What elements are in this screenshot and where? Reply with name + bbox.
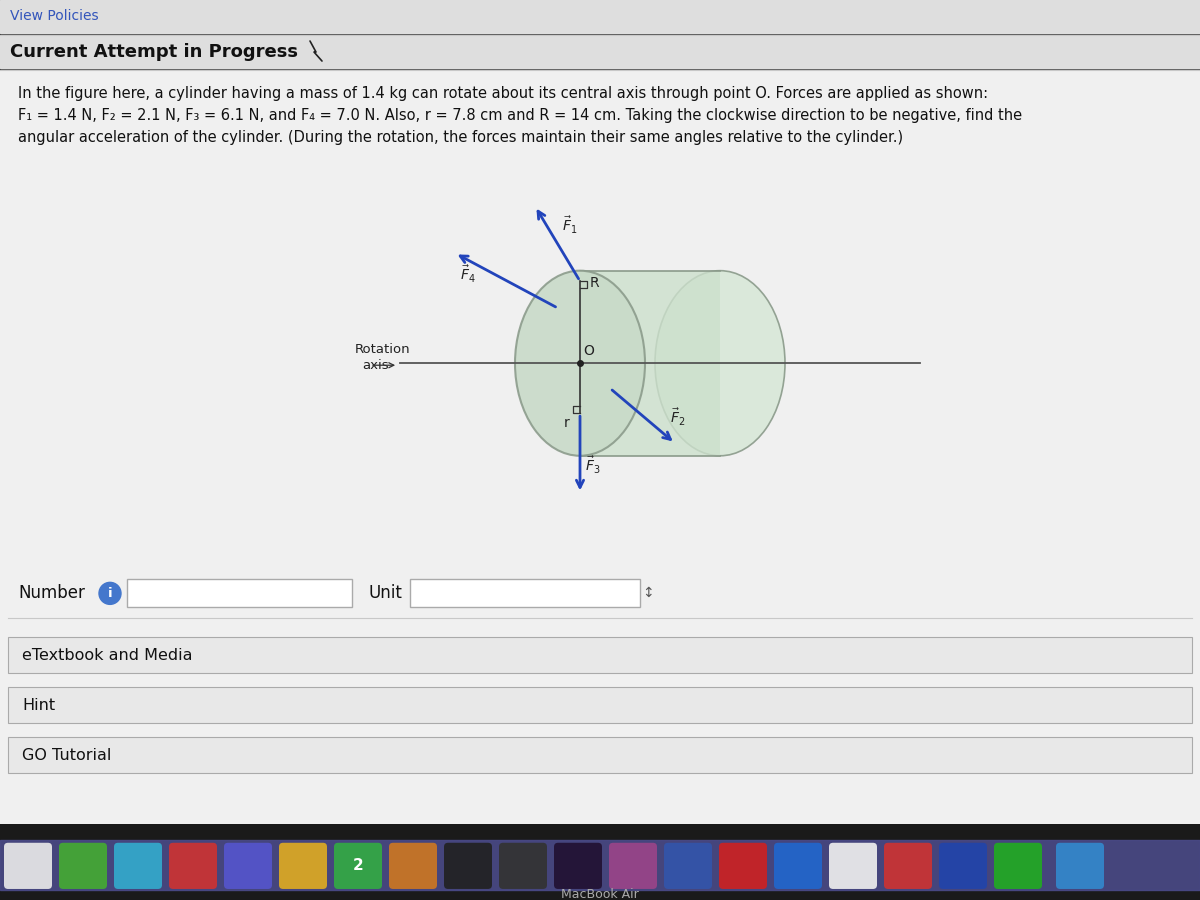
Polygon shape [580, 271, 720, 455]
Bar [0, 0, 1200, 33]
Text: axis: axis [362, 359, 389, 372]
Text: Hint: Hint [22, 698, 55, 713]
FancyBboxPatch shape [499, 842, 547, 889]
Bar [127, 580, 352, 608]
Text: eTextbook and Media: eTextbook and Media [22, 648, 192, 663]
Ellipse shape [515, 271, 646, 455]
FancyBboxPatch shape [1056, 842, 1104, 889]
Text: MacBook Air: MacBook Air [562, 888, 638, 900]
Bar [0, 35, 1200, 68]
FancyBboxPatch shape [664, 842, 712, 889]
FancyBboxPatch shape [994, 842, 1042, 889]
FancyBboxPatch shape [610, 842, 658, 889]
FancyBboxPatch shape [774, 842, 822, 889]
Text: In the figure here, a cylinder having a mass of 1.4 kg can rotate about its cent: In the figure here, a cylinder having a … [18, 86, 988, 101]
FancyBboxPatch shape [114, 842, 162, 889]
Bar [410, 580, 640, 608]
Text: F₁ = 1.4 N, F₂ = 2.1 N, F₃ = 6.1 N, and F₄ = 7.0 N. Also, r = 7.8 cm and R = 14 : F₁ = 1.4 N, F₂ = 2.1 N, F₃ = 6.1 N, and … [18, 108, 1022, 122]
Text: Unit: Unit [368, 584, 402, 602]
Text: $\vec{F}_2$: $\vec{F}_2$ [670, 407, 685, 428]
FancyBboxPatch shape [224, 842, 272, 889]
Ellipse shape [655, 271, 785, 455]
Text: O: O [583, 344, 594, 358]
Text: $\vec{F}_3$: $\vec{F}_3$ [586, 454, 600, 476]
Text: Rotation: Rotation [355, 343, 410, 356]
FancyBboxPatch shape [278, 842, 326, 889]
FancyBboxPatch shape [884, 842, 932, 889]
FancyBboxPatch shape [389, 842, 437, 889]
FancyBboxPatch shape [59, 842, 107, 889]
Text: R: R [590, 276, 600, 290]
FancyBboxPatch shape [4, 842, 52, 889]
Text: ↕: ↕ [642, 587, 654, 600]
Text: r: r [564, 417, 570, 430]
FancyBboxPatch shape [829, 842, 877, 889]
FancyBboxPatch shape [444, 842, 492, 889]
Text: $\vec{F}_1$: $\vec{F}_1$ [562, 214, 577, 236]
Text: GO Tutorial: GO Tutorial [22, 748, 112, 763]
Bar [8, 637, 1192, 673]
Text: Number: Number [18, 584, 85, 602]
FancyBboxPatch shape [719, 842, 767, 889]
FancyBboxPatch shape [334, 842, 382, 889]
Text: i: i [108, 587, 113, 600]
FancyBboxPatch shape [940, 842, 986, 889]
Text: angular acceleration of the cylinder. (During the rotation, the forces maintain : angular acceleration of the cylinder. (D… [18, 130, 904, 145]
FancyBboxPatch shape [169, 842, 217, 889]
Bar [0, 840, 1200, 890]
FancyBboxPatch shape [554, 842, 602, 889]
Text: $\vec{F}_4$: $\vec{F}_4$ [460, 264, 475, 284]
Bar [8, 737, 1192, 773]
Text: Current Attempt in Progress: Current Attempt in Progress [10, 43, 298, 61]
Circle shape [98, 582, 121, 605]
Text: 2: 2 [353, 859, 364, 873]
Text: View Policies: View Policies [10, 9, 98, 23]
Bar [8, 688, 1192, 724]
